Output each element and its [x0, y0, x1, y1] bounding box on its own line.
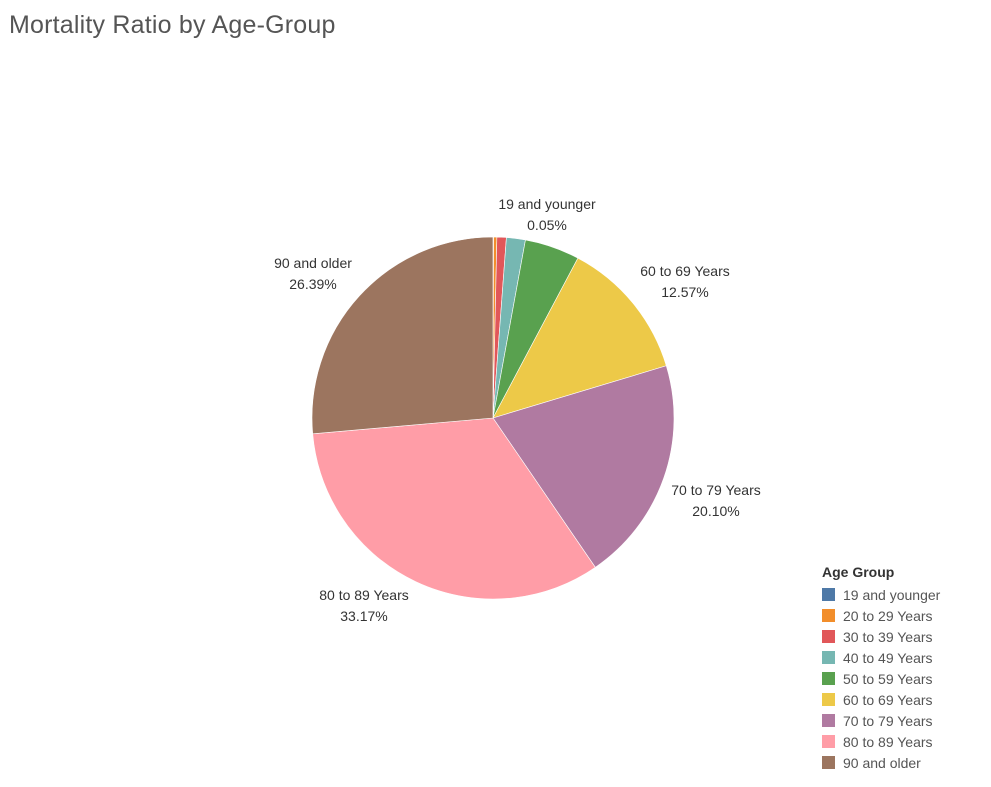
legend-label: 60 to 69 Years: [843, 691, 933, 708]
pie-labels: 19 and younger 0.05% 60 to 69 Years 12.57% 7…: [274, 196, 761, 624]
legend-label: 80 to 89 Years: [843, 733, 933, 750]
legend-swatch: [822, 609, 835, 622]
pie-slices: [311, 236, 675, 600]
legend-label: 20 to 29 Years: [843, 607, 933, 624]
slice-label-90-and-older: 90 and older: [274, 255, 352, 271]
legend-item-70-to-79-years[interactable]: 70 to 79 Years: [822, 710, 982, 731]
legend-label: 30 to 39 Years: [843, 628, 933, 645]
legend-item-80-to-89-years[interactable]: 80 to 89 Years: [822, 731, 982, 752]
legend-items: 19 and younger 20 to 29 Years 30 to 39 Yea…: [822, 584, 982, 773]
pie-slice-80-to-89-years[interactable]: [312, 417, 596, 600]
legend-swatch: [822, 735, 835, 748]
legend-label: 40 to 49 Years: [843, 649, 933, 666]
legend-label: 70 to 79 Years: [843, 712, 933, 729]
slice-value-90-and-older: 26.39%: [289, 276, 336, 292]
legend-label: 19 and younger: [843, 586, 941, 603]
slice-label-80-to-89-years: 80 to 89 Years: [319, 587, 409, 603]
slice-value-70-to-79-years: 20.10%: [692, 503, 739, 519]
pie-slice-60-to-69-years[interactable]: [492, 257, 667, 419]
legend-swatch: [822, 630, 835, 643]
slice-label-60-to-69-years: 60 to 69 Years: [640, 263, 730, 279]
legend-label: 50 to 59 Years: [843, 670, 933, 687]
legend-swatch: [822, 714, 835, 727]
pie-slice-70-to-79-years[interactable]: [492, 365, 675, 568]
legend-item-30-to-39-years[interactable]: 30 to 39 Years: [822, 626, 982, 647]
legend-label: 90 and older: [843, 754, 921, 771]
legend-swatch: [822, 672, 835, 685]
legend-item-20-to-29-years[interactable]: 20 to 29 Years: [822, 605, 982, 626]
slice-value-80-to-89-years: 33.17%: [340, 608, 387, 624]
legend-title: Age Group: [822, 564, 895, 580]
slice-label-19-and-younger: 19 and younger: [498, 196, 596, 212]
pie-slice-90-and-older[interactable]: [311, 236, 494, 435]
legend-swatch: [822, 756, 835, 769]
legend-item-19-and-younger[interactable]: 19 and younger: [822, 584, 982, 605]
chart-title: Mortality Ratio by Age-Group: [9, 11, 336, 39]
legend-swatch: [822, 588, 835, 601]
legend-swatch: [822, 651, 835, 664]
legend: Age Group 19 and younger 20 to 29 Years 30…: [822, 562, 982, 773]
legend-item-50-to-59-years[interactable]: 50 to 59 Years: [822, 668, 982, 689]
legend-item-90-and-older[interactable]: 90 and older: [822, 752, 982, 773]
slice-value-19-and-younger: 0.05%: [527, 217, 567, 233]
legend-swatch: [822, 693, 835, 706]
slice-value-60-to-69-years: 12.57%: [661, 284, 708, 300]
slice-label-70-to-79-years: 70 to 79 Years: [671, 482, 761, 498]
legend-item-40-to-49-years[interactable]: 40 to 49 Years: [822, 647, 982, 668]
legend-item-60-to-69-years[interactable]: 60 to 69 Years: [822, 689, 982, 710]
